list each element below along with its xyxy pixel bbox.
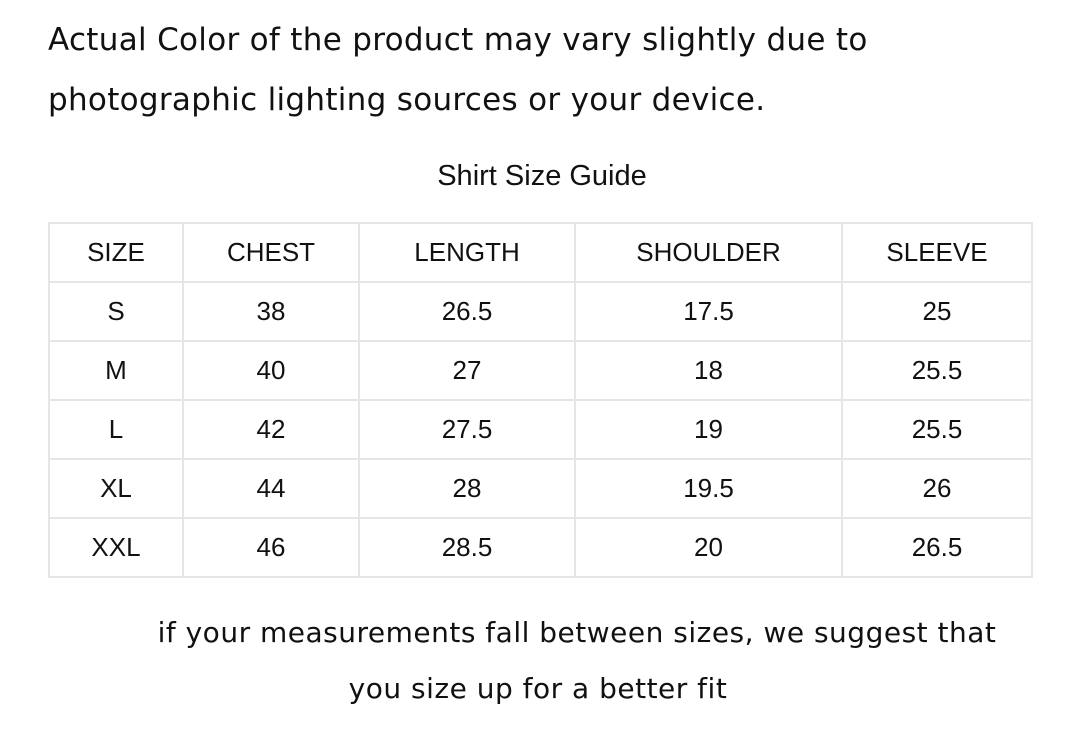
column-header-shoulder: SHOULDER <box>574 222 843 283</box>
table-row: M 40 27 18 25.5 <box>48 340 1033 401</box>
cell-chest: 42 <box>182 399 360 460</box>
color-disclaimer-line-1: Actual Color of the product may vary sli… <box>48 22 868 58</box>
fit-advice-line-1: if your measurements fall between sizes,… <box>157 616 997 649</box>
size-table: SIZE CHEST LENGTH SHOULDER SLEEVE S 38 26.5 17.… <box>48 222 1033 578</box>
table-row: XXL 46 28.5 20 26.5 <box>48 517 1033 578</box>
size-guide-title: Shirt Size Guide <box>437 160 647 192</box>
cell-sleeve: 25.5 <box>841 399 1033 460</box>
cell-size: XL <box>48 458 184 519</box>
cell-shoulder: 19 <box>574 399 843 460</box>
cell-sleeve: 25 <box>841 281 1033 342</box>
cell-length: 28 <box>358 458 576 519</box>
fit-advice-line-2: you size up for a better fit <box>348 672 728 705</box>
cell-sleeve: 25.5 <box>841 340 1033 401</box>
cell-size: M <box>48 340 184 401</box>
table-row: L 42 27.5 19 25.5 <box>48 399 1033 460</box>
column-header-size: SIZE <box>48 222 184 283</box>
cell-sleeve: 26 <box>841 458 1033 519</box>
cell-size: XXL <box>48 517 184 578</box>
column-header-length: LENGTH <box>358 222 576 283</box>
cell-chest: 44 <box>182 458 360 519</box>
cell-size: L <box>48 399 184 460</box>
table-row: S 38 26.5 17.5 25 <box>48 281 1033 342</box>
cell-chest: 40 <box>182 340 360 401</box>
cell-length: 28.5 <box>358 517 576 578</box>
cell-length: 27 <box>358 340 576 401</box>
column-header-sleeve: SLEEVE <box>841 222 1033 283</box>
cell-shoulder: 20 <box>574 517 843 578</box>
cell-shoulder: 19.5 <box>574 458 843 519</box>
cell-chest: 38 <box>182 281 360 342</box>
cell-length: 27.5 <box>358 399 576 460</box>
column-header-chest: CHEST <box>182 222 360 283</box>
color-disclaimer-line-2: photographic lighting sources or your de… <box>48 82 766 118</box>
cell-shoulder: 18 <box>574 340 843 401</box>
table-header-row: SIZE CHEST LENGTH SHOULDER SLEEVE <box>48 222 1033 283</box>
cell-chest: 46 <box>182 517 360 578</box>
table-row: XL 44 28 19.5 26 <box>48 458 1033 519</box>
cell-length: 26.5 <box>358 281 576 342</box>
cell-shoulder: 17.5 <box>574 281 843 342</box>
cell-sleeve: 26.5 <box>841 517 1033 578</box>
cell-size: S <box>48 281 184 342</box>
